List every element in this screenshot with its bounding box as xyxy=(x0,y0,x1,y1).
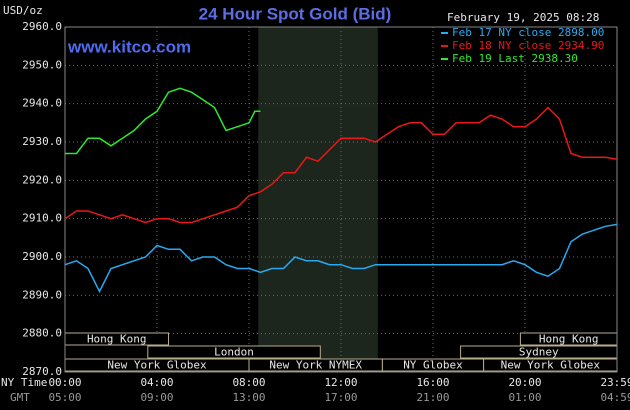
session-label: Hong Kong xyxy=(87,333,147,346)
session-label: New York NYMEX xyxy=(269,359,362,372)
x-tick-label-gmt: 17:00 xyxy=(324,391,357,404)
legend-label: Feb 19 Last 2938.30 xyxy=(452,52,578,65)
y-tick-label: 2870.0 xyxy=(22,365,62,378)
session-box xyxy=(147,345,321,359)
y-tick-label: 2910.0 xyxy=(22,212,62,225)
x-tick-label-gmt: 05:00 xyxy=(48,391,81,404)
x-row-label: GMT xyxy=(10,391,30,404)
x-tick-label-gmt: 01:00 xyxy=(508,391,541,404)
x-tick-label: 16:00 xyxy=(416,376,449,389)
x-tick-label: 12:00 xyxy=(324,376,357,389)
timestamp: February 19, 2025 08:28 xyxy=(447,11,599,24)
unit-label: USD/oz xyxy=(3,4,43,17)
y-tick-label: 2960.0 xyxy=(22,20,62,33)
series-line xyxy=(65,87,261,155)
series-line xyxy=(64,106,618,224)
y-tick-label: 2930.0 xyxy=(22,135,62,148)
x-tick-label: 08:00 xyxy=(232,376,265,389)
session-label: Hong Kong xyxy=(539,333,599,346)
session-label: New York Globex xyxy=(501,359,601,372)
y-tick-label: 2920.0 xyxy=(22,173,62,186)
y-tick-label: 2940.0 xyxy=(22,97,62,110)
site: www.kitco.com xyxy=(67,37,191,56)
session-label: London xyxy=(214,346,254,359)
series-line xyxy=(64,223,618,294)
legend-label: Feb 17 NY close 2898.00 xyxy=(452,26,604,39)
y-tick-label: 2900.0 xyxy=(22,250,62,263)
x-tick-label-gmt: 13:00 xyxy=(232,391,265,404)
legend-label: Feb 18 NY close 2934.90 xyxy=(452,39,604,52)
session-label: Sydney xyxy=(519,346,559,359)
x-tick-label-gmt: 09:00 xyxy=(140,391,173,404)
x-tick-label: 20:00 xyxy=(508,376,541,389)
plot-frame xyxy=(64,26,618,373)
y-tick-label: 2880.0 xyxy=(22,327,62,340)
x-tick-label: 04:00 xyxy=(140,376,173,389)
session-label: New York Globex xyxy=(107,359,207,372)
shaded-region xyxy=(258,27,378,372)
x-row-label: NY Time xyxy=(1,376,47,389)
x-tick-label: 00:00 xyxy=(48,376,81,389)
y-tick-label: 2950.0 xyxy=(22,58,62,71)
y-tick-label: 2890.0 xyxy=(22,288,62,301)
x-tick-label-gmt: 21:00 xyxy=(416,391,449,404)
x-tick-label: 23:59 xyxy=(600,376,630,389)
chart-title: 24 Hour Spot Gold (Bid) xyxy=(199,4,392,23)
session-label: NY Globex xyxy=(403,359,463,372)
x-tick-label-gmt: 04:59 xyxy=(600,391,630,404)
